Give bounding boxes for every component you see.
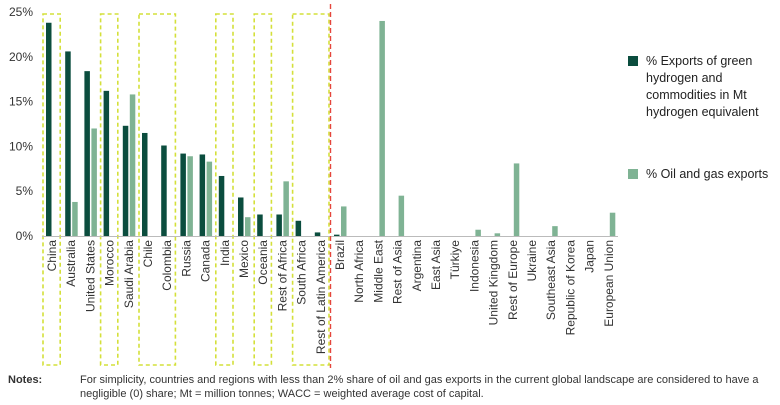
category-label: Morocco <box>103 240 117 286</box>
bar-green-hydrogen <box>295 220 302 236</box>
bar-green-hydrogen <box>218 175 225 236</box>
bar-green-hydrogen <box>161 145 167 236</box>
highlight-box <box>291 13 330 366</box>
highlight-box <box>99 13 119 366</box>
bar-oil-gas <box>341 206 347 236</box>
bar-green-hydrogen <box>103 90 110 237</box>
category-label: East Asia <box>429 240 443 290</box>
category-label: Chile <box>141 240 155 268</box>
bar-green-hydrogen <box>122 125 129 236</box>
bar-oil-gas <box>475 229 481 236</box>
y-tick-label: 15% <box>9 95 33 109</box>
legend-swatch-light-green <box>628 169 638 179</box>
bar-green-hydrogen <box>180 153 186 236</box>
bar-green-hydrogen <box>276 214 282 236</box>
category-label: Rest of Latin America <box>314 240 328 354</box>
category-label: Oceania <box>256 240 270 285</box>
y-tick-label: 20% <box>9 50 33 64</box>
bar-green-hydrogen <box>257 214 263 236</box>
category-label: Southeast Asia <box>544 240 558 320</box>
bar-oil-gas <box>245 217 251 236</box>
category-label: United Kingdom <box>487 240 501 325</box>
category-label: Rest of Africa <box>275 240 289 312</box>
category-label: Saudi Arabia <box>122 240 136 308</box>
category-label: Türkiye <box>448 240 462 280</box>
category-label: Colombia <box>160 240 174 291</box>
category-label: South Africa <box>295 240 309 305</box>
category-label: Japan <box>583 240 597 273</box>
bar-green-hydrogen <box>142 132 148 236</box>
y-tick-label: 5% <box>16 184 34 198</box>
bar-oil-gas <box>187 156 193 236</box>
highlight-box <box>253 13 273 366</box>
bar-oil-gas <box>72 201 78 236</box>
bar-green-hydrogen <box>65 51 71 237</box>
category-label: Ukraine <box>525 240 539 282</box>
category-label: Argentina <box>410 240 424 292</box>
category-label: North Africa <box>352 240 366 303</box>
bar-oil-gas <box>513 163 520 236</box>
bar-oil-gas <box>398 195 405 236</box>
category-label: Rest of Asia <box>391 240 405 304</box>
category-label: Canada <box>199 240 213 282</box>
category-label: Indonesia <box>467 240 481 292</box>
y-tick-label: 10% <box>9 139 33 153</box>
highlight-box <box>42 13 62 366</box>
bar-oil-gas <box>609 212 616 236</box>
category-label: European Union <box>602 240 616 327</box>
bar-oil-gas <box>494 233 501 236</box>
notes-text: For simplicity, countries and regions wi… <box>80 374 759 400</box>
y-tick-label: 25% <box>9 5 33 19</box>
category-label: Rest of Europe <box>506 240 520 320</box>
category-label: Russia <box>179 240 193 277</box>
bar-chart: 0% 5% 10% 15% 20% 25% China Australia United Sta… <box>9 4 618 368</box>
category-label: Australia <box>64 240 78 287</box>
category-label: India <box>218 240 232 266</box>
bar-green-hydrogen <box>314 232 321 236</box>
bar-oil-gas <box>129 94 136 236</box>
legend-label: % Exports of green hydrogen and commodit… <box>646 54 759 119</box>
category-label: Republic of Korea <box>563 240 577 336</box>
bar-oil-gas <box>91 128 97 236</box>
category-label: Mexico <box>237 240 251 278</box>
category-label: United States <box>83 240 97 312</box>
notes-label: Notes: <box>8 374 43 386</box>
bar-green-hydrogen <box>46 22 52 237</box>
bar-green-hydrogen <box>238 197 244 236</box>
bar-oil-gas <box>552 226 558 236</box>
category-label: Brazil <box>333 240 347 270</box>
bar-oil-gas <box>379 20 385 237</box>
bar-green-hydrogen <box>199 154 206 236</box>
bar-green-hydrogen <box>84 71 90 236</box>
legend-swatch-dark-green <box>628 56 638 66</box>
legend-label: % Oil and gas exports <box>646 167 769 181</box>
category-label: Middle East <box>371 239 385 302</box>
bar-oil-gas <box>206 161 213 236</box>
category-label: China <box>45 240 59 272</box>
highlight-box <box>138 13 177 366</box>
y-tick-label: 0% <box>16 229 34 243</box>
bar-green-hydrogen <box>334 234 340 236</box>
highlight-box <box>215 13 234 366</box>
bar-oil-gas <box>283 181 289 236</box>
